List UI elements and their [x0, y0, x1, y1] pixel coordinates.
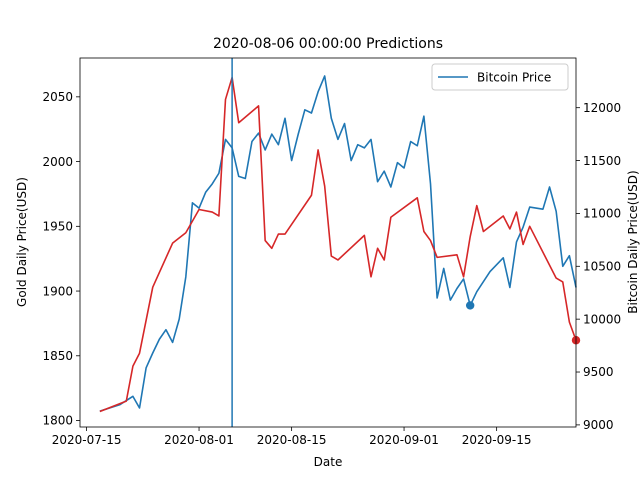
y-axis-right-label: Bitcoin Daily Price(USD)	[626, 170, 640, 313]
legend-label-bitcoin-price: Bitcoin Price	[477, 71, 551, 85]
x-tick-label: 2020-08-01	[164, 433, 234, 447]
chart-title: 2020-08-06 00:00:00 Predictions	[213, 36, 443, 52]
y-left-tick-label: 1850	[42, 349, 73, 363]
x-tick-label: 2020-09-01	[369, 433, 439, 447]
series-2-line	[99, 76, 577, 413]
bitcoin-price-end-marker	[465, 301, 475, 310]
x-axis: 2020-07-15 2020-08-01 2020-08-15 2020-09-01…	[52, 427, 532, 447]
y-axis-right: 9000 9500 10000 10500 11000 11500 12000	[576, 101, 621, 432]
y-right-tick-label: 9500	[583, 365, 614, 379]
y-left-tick-label: 1800	[42, 414, 73, 428]
legend: Bitcoin Price	[431, 63, 569, 91]
y-right-tick-label: 10000	[583, 312, 621, 326]
plot-frame	[79, 57, 577, 428]
x-tick-label: 2020-09-15	[462, 433, 532, 447]
y-right-tick-label: 10500	[583, 259, 621, 273]
x-axis-label: Date	[314, 455, 343, 469]
y-axis-left-label: Gold Daily Price(USD)	[15, 177, 29, 307]
y-right-tick-label: 9000	[583, 418, 614, 432]
bitcoin-price-line	[99, 75, 577, 412]
y-right-tick-label: 11000	[583, 207, 621, 221]
x-tick-label: 2020-08-15	[257, 433, 327, 447]
y-left-tick-label: 1950	[42, 220, 73, 234]
y-left-tick-label: 1900	[42, 284, 73, 298]
series-layer	[99, 75, 581, 413]
y-axis-left: 1800 1850 1900 1950 2000 2050	[42, 90, 80, 428]
legend-box	[431, 63, 569, 91]
y-right-tick-label: 11500	[583, 154, 621, 168]
y-left-tick-label: 2050	[42, 90, 73, 104]
y-right-tick-label: 12000	[583, 101, 621, 115]
y-left-tick-label: 2000	[42, 155, 73, 169]
x-tick-label: 2020-07-15	[52, 433, 122, 447]
